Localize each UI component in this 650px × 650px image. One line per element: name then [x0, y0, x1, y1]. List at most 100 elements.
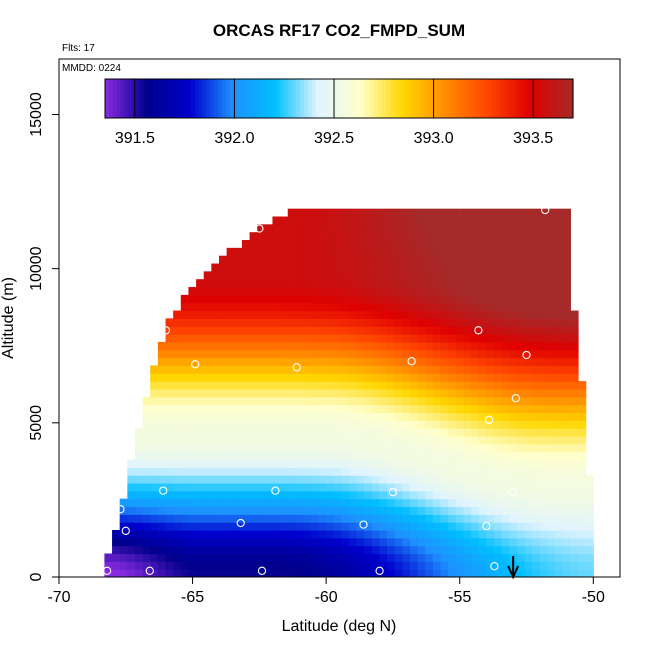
field-cell: [356, 240, 365, 249]
field-cell: [318, 318, 327, 327]
field-cell: [180, 475, 190, 484]
field-cell: [272, 255, 281, 265]
field-cell: [196, 318, 205, 327]
field-cell: [585, 522, 594, 531]
field-cell: [241, 396, 251, 406]
field-cell: [562, 294, 571, 304]
field-cell: [402, 365, 411, 374]
field-cell: [432, 279, 442, 288]
field-cell: [150, 545, 159, 555]
field-cell: [387, 404, 396, 414]
field-cell: [318, 435, 327, 445]
field-cell: [448, 467, 457, 476]
field-cell: [478, 506, 487, 515]
field-cell: [555, 247, 564, 257]
field-cell: [455, 482, 465, 492]
field-cell: [310, 428, 319, 437]
field-cell: [188, 318, 197, 327]
field-cell: [524, 498, 533, 508]
field-cell: [455, 365, 465, 374]
field-cell: [173, 404, 182, 414]
field-cell: [547, 271, 556, 280]
field-cell: [165, 506, 174, 515]
field-cell: [417, 216, 426, 225]
field-cell: [463, 373, 472, 382]
field-cell: [127, 506, 136, 515]
field-cell: [532, 459, 541, 468]
field-cell: [516, 255, 526, 265]
field-cell: [547, 255, 556, 265]
field-cell: [417, 365, 426, 374]
field-cell: [203, 334, 212, 343]
field-cell: [539, 208, 549, 218]
field-cell: [348, 514, 358, 523]
field-cell: [409, 443, 419, 453]
field-cell: [394, 279, 403, 288]
field-cell: [463, 271, 472, 280]
field-cell: [333, 310, 342, 319]
field-cell: [287, 522, 296, 531]
field-cell: [333, 294, 342, 304]
field-cell: [325, 255, 335, 265]
field-cell: [211, 451, 220, 461]
field-cell: [539, 443, 549, 453]
field-cell: [455, 545, 465, 555]
field-cell: [234, 357, 243, 367]
field-cell: [471, 271, 480, 280]
field-cell: [516, 271, 526, 280]
field-cell: [264, 451, 274, 461]
field-cell: [348, 326, 358, 335]
field-cell: [325, 365, 335, 374]
field-cell: [295, 208, 304, 218]
field-cell: [264, 365, 274, 374]
field-cell: [364, 310, 373, 319]
field-cell: [241, 412, 251, 421]
field-cell: [287, 529, 296, 539]
field-cell: [280, 240, 289, 249]
field-cell: [249, 428, 258, 437]
sample-point: [116, 505, 125, 514]
field-cell: [303, 255, 312, 265]
field-cell: [371, 490, 381, 500]
field-cell: [539, 334, 549, 343]
field-cell: [432, 271, 442, 280]
field-cell: [318, 561, 327, 570]
field-cell: [303, 553, 312, 562]
field-cell: [142, 514, 151, 523]
field-cell: [173, 561, 182, 570]
field-cell: [371, 435, 381, 445]
field-cell: [409, 310, 419, 319]
field-cell: [211, 388, 220, 398]
field-cell: [226, 396, 235, 406]
field-cell: [295, 381, 304, 390]
sample-point: [236, 518, 245, 528]
colorbar-segment: [401, 79, 406, 118]
field-cell: [280, 279, 289, 288]
field-cell: [463, 388, 472, 398]
field-cell: [249, 553, 258, 562]
field-cell: [188, 514, 197, 523]
field-cell: [486, 365, 495, 374]
field-cell: [157, 373, 167, 382]
field-cell: [471, 490, 480, 500]
colorbar-segment: [183, 79, 188, 118]
field-cell: [402, 224, 411, 233]
field-cell: [226, 467, 235, 476]
field-cell: [364, 396, 373, 406]
colorbar-segment: [565, 79, 570, 118]
field-cell: [501, 247, 510, 257]
field-cell: [295, 404, 304, 414]
field-cell: [394, 443, 403, 453]
colorbar-segment: [417, 79, 422, 118]
colorbar-segment: [120, 79, 126, 118]
field-cell: [486, 381, 495, 390]
field-cell: [318, 224, 327, 233]
field-cell: [440, 569, 449, 577]
field-cell: [409, 388, 419, 398]
field-cell: [348, 482, 358, 492]
field-cell: [555, 396, 564, 406]
field-cell: [524, 388, 533, 398]
sample-point: [482, 521, 491, 531]
field-cell: [493, 373, 503, 382]
field-cell: [173, 569, 182, 577]
